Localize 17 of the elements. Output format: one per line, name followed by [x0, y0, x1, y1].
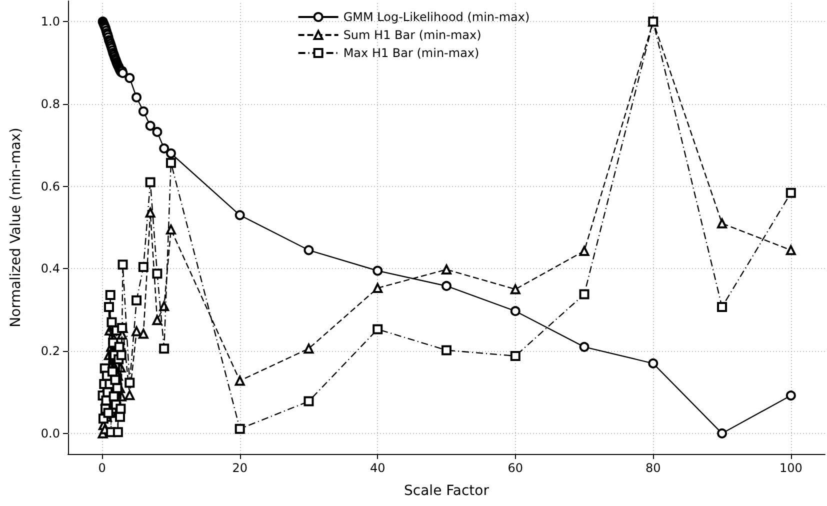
- y-tick-label: 1.0: [40, 14, 60, 29]
- x-axis-title: Scale Factor: [404, 483, 490, 499]
- y-axis-title: Normalized Value (min-max): [8, 128, 24, 328]
- y-tick-label: 0.0: [40, 426, 60, 440]
- y-tick-label: 0.2: [40, 344, 60, 358]
- x-tick-label: 80: [646, 461, 661, 475]
- x-tick-label: 40: [370, 461, 386, 475]
- y-tick-label: 0.8: [40, 96, 60, 111]
- y-tick-label: 0.6: [40, 179, 60, 194]
- legend-label: GMM Log-Likelihood (min-max): [343, 10, 530, 24]
- y-tick-label: 0.4: [40, 262, 60, 276]
- legend-label: Max H1 Bar (min-max): [343, 46, 480, 60]
- x-tick-label: 20: [232, 461, 248, 475]
- x-tick-label: 100: [779, 461, 802, 475]
- legend-label: Sum H1 Bar (min-max): [343, 28, 482, 42]
- x-tick-label: 0: [98, 461, 106, 475]
- x-tick-label: 60: [508, 461, 524, 475]
